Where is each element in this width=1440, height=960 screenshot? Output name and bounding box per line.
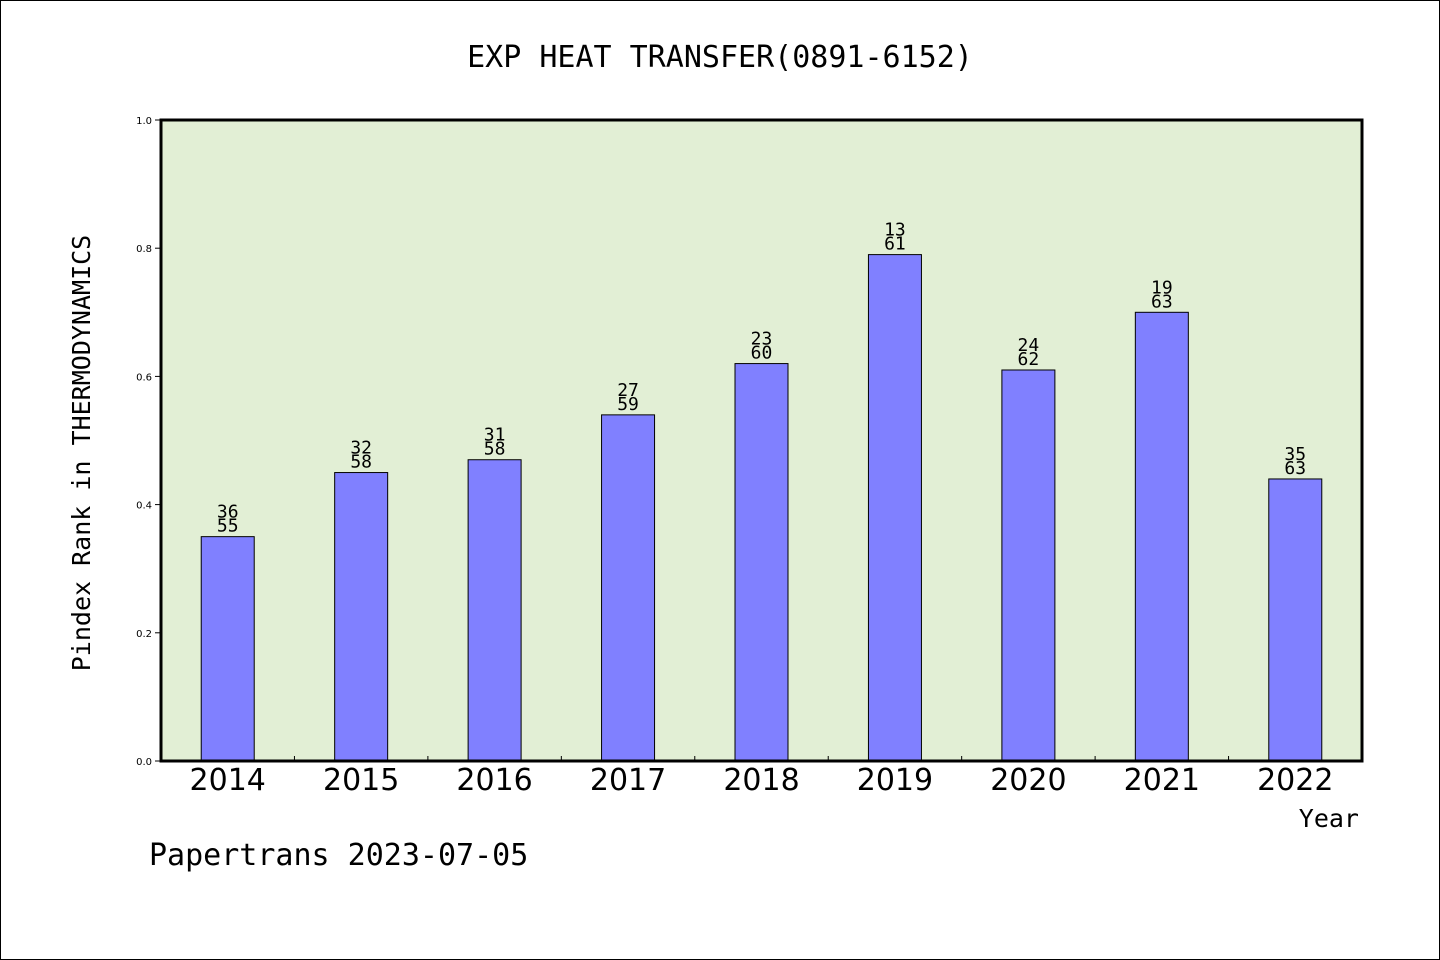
rank-label-2015: 32: [350, 438, 372, 459]
x-tick-label-2022: 2022: [1257, 763, 1333, 798]
rank-label-2022: 35: [1284, 444, 1306, 465]
bar-2015: [334, 472, 389, 762]
rank-label-2017: 27: [617, 380, 639, 401]
y-tick-label: 0.8: [136, 244, 152, 255]
x-axis: 2014 2015 2016 2017 2018 2019 2020 2021 2022: [190, 756, 1333, 798]
footer-credit: Papertrans 2023-07-05: [149, 838, 528, 873]
y-tick-label: 0.2: [136, 629, 152, 640]
x-tick-label-2021: 2021: [1124, 763, 1200, 798]
rank-label-2016: 31: [484, 425, 506, 446]
y-tick-label: 0.6: [136, 372, 152, 383]
total-label-2016: 58: [484, 439, 506, 460]
x-tick-label-2017: 2017: [590, 763, 666, 798]
bar-2019: [867, 254, 922, 762]
x-tick-label-2018: 2018: [723, 763, 799, 798]
total-label-2019: 61: [884, 234, 906, 255]
chart-title: EXP HEAT TRANSFER(0891-6152): [467, 40, 973, 75]
rank-label-2020: 24: [1018, 335, 1040, 356]
total-label-2021: 63: [1151, 291, 1173, 312]
total-label-2014: 55: [217, 516, 239, 537]
bar-2016: [467, 459, 522, 762]
total-label-2022: 63: [1284, 458, 1306, 479]
x-tick-label-2016: 2016: [456, 763, 532, 798]
total-label-2017: 59: [617, 394, 639, 415]
bar-2017: [601, 414, 656, 762]
bar-2022: [1268, 478, 1323, 762]
bar-2020: [1001, 369, 1056, 762]
rank-label-2014: 36: [217, 502, 239, 523]
rank-label-2021: 19: [1151, 277, 1173, 298]
x-tick-label-2020: 2020: [990, 763, 1066, 798]
rank-label-2019: 13: [884, 220, 906, 241]
bar-2018: [734, 363, 789, 762]
plot-frame: [159, 118, 1364, 763]
x-tick-label-2014: 2014: [190, 763, 266, 798]
x-tick-label-2015: 2015: [323, 763, 399, 798]
total-label-2018: 60: [751, 343, 773, 364]
total-label-2015: 58: [350, 452, 372, 473]
y-tick-label: 1.0: [136, 116, 152, 127]
y-tick-label: 0.0: [136, 757, 152, 768]
bar-2021: [1134, 311, 1189, 762]
bar-2014: [200, 536, 255, 762]
total-label-2020: 62: [1018, 349, 1040, 370]
y-axis-label: Pindex Rank in THERMODYNAMICS: [67, 235, 96, 672]
rank-label-2018: 23: [751, 329, 773, 350]
y-axis: 0.0 0.2 0.4 0.6 0.8 1.0: [136, 116, 161, 768]
x-tick-label-2019: 2019: [857, 763, 933, 798]
x-axis-label: Year: [1299, 804, 1359, 833]
y-tick-label: 0.4: [136, 501, 152, 512]
bars-layer: [200, 254, 1323, 762]
